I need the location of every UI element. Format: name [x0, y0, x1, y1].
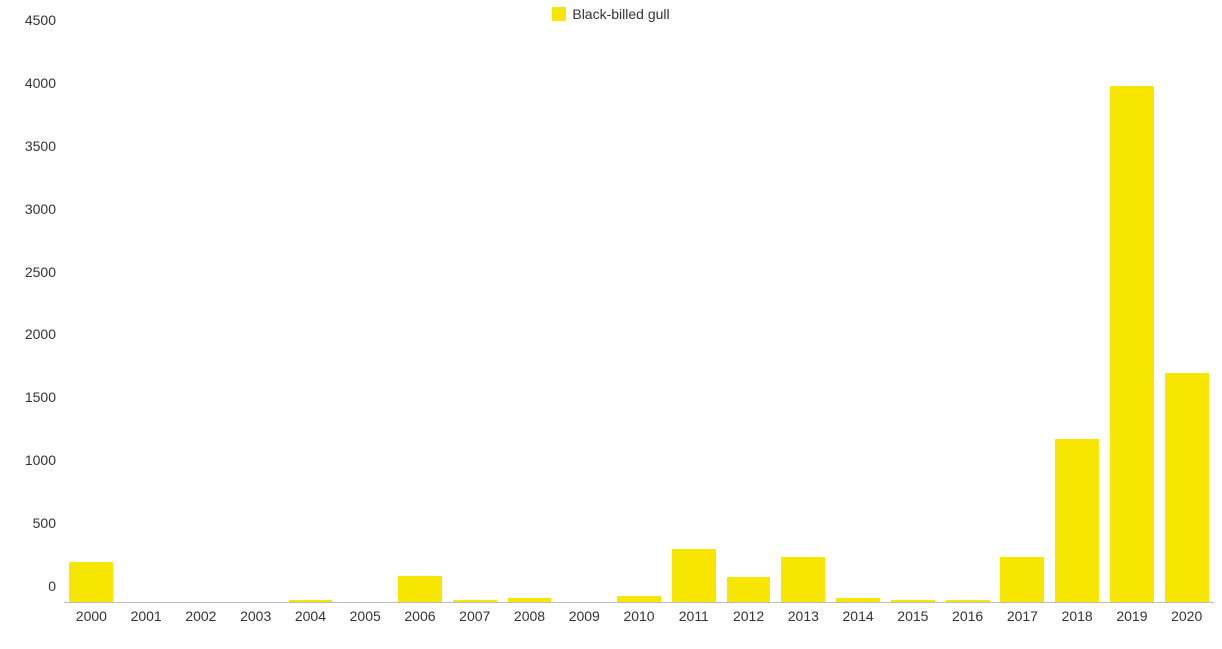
x-tick-label: 2014	[843, 608, 874, 624]
y-tick-label: 2500	[25, 264, 64, 280]
x-tick-label: 2008	[514, 608, 545, 624]
bar	[672, 549, 716, 602]
bar	[1165, 373, 1209, 602]
bar-slot: 2003	[228, 36, 283, 602]
legend-swatch	[552, 7, 566, 21]
bar-slot: 2006	[393, 36, 448, 602]
y-tick-label: 0	[48, 578, 64, 594]
bar	[727, 577, 771, 602]
legend-label: Black-billed gull	[572, 6, 669, 22]
bar	[1110, 86, 1154, 602]
x-tick-label: 2001	[131, 608, 162, 624]
plot-area: 2000200120022003200420052006200720082009…	[64, 36, 1214, 603]
x-tick-label: 2003	[240, 608, 271, 624]
bar-slot: 2011	[666, 36, 721, 602]
x-tick-label: 2004	[295, 608, 326, 624]
bar-slot: 2016	[940, 36, 995, 602]
bar	[836, 598, 880, 602]
bar-slot: 2008	[502, 36, 557, 602]
bar-slot: 2005	[338, 36, 393, 602]
bar-slot: 2000	[64, 36, 119, 602]
bar-slot: 2007	[447, 36, 502, 602]
x-tick-label: 2011	[679, 608, 709, 624]
x-tick-label: 2017	[1007, 608, 1038, 624]
y-tick-label: 3500	[25, 138, 64, 154]
bar-slot: 2015	[885, 36, 940, 602]
legend-item: Black-billed gull	[552, 6, 669, 22]
x-tick-label: 2018	[1062, 608, 1093, 624]
y-tick-label: 1500	[25, 389, 64, 405]
x-tick-label: 2015	[897, 608, 928, 624]
bar-slot: 2004	[283, 36, 338, 602]
bar-slot: 2020	[1159, 36, 1214, 602]
bar-slot: 2013	[776, 36, 831, 602]
bar	[617, 596, 661, 602]
x-tick-label: 2002	[185, 608, 216, 624]
bar-slot: 2010	[612, 36, 667, 602]
bar	[453, 600, 497, 603]
x-tick-label: 2020	[1171, 608, 1202, 624]
y-tick-label: 4000	[25, 75, 64, 91]
x-tick-label: 2007	[459, 608, 490, 624]
x-tick-label: 2019	[1116, 608, 1147, 624]
bar	[69, 562, 113, 602]
bar-slot: 2019	[1105, 36, 1160, 602]
bar	[1055, 439, 1099, 603]
bar	[1000, 557, 1044, 602]
bar-slot: 2014	[831, 36, 886, 602]
bars-layer: 2000200120022003200420052006200720082009…	[64, 36, 1214, 602]
x-tick-label: 2000	[76, 608, 107, 624]
bar	[781, 557, 825, 602]
x-tick-label: 2005	[350, 608, 381, 624]
bar-slot: 2009	[557, 36, 612, 602]
bar	[508, 598, 552, 602]
bar	[891, 600, 935, 602]
bar	[289, 600, 333, 603]
y-tick-label: 3000	[25, 201, 64, 217]
x-tick-label: 2013	[788, 608, 819, 624]
x-tick-label: 2010	[623, 608, 654, 624]
x-tick-label: 2016	[952, 608, 983, 624]
y-tick-label: 2000	[25, 326, 64, 342]
bar-slot: 2018	[1050, 36, 1105, 602]
bar	[398, 576, 442, 602]
y-tick-label: 4500	[25, 12, 64, 28]
y-tick-label: 1000	[25, 452, 64, 468]
x-tick-label: 2006	[404, 608, 435, 624]
bar-slot: 2012	[721, 36, 776, 602]
bar-slot: 2002	[174, 36, 229, 602]
bar	[946, 600, 990, 602]
y-tick-label: 500	[33, 515, 64, 531]
bar-slot: 2001	[119, 36, 174, 602]
chart-legend: Black-billed gull	[0, 6, 1222, 26]
bar-slot: 2017	[995, 36, 1050, 602]
chart-container: Black-billed gull 2000200120022003200420…	[0, 0, 1222, 649]
x-tick-label: 2012	[733, 608, 764, 624]
x-tick-label: 2009	[569, 608, 600, 624]
